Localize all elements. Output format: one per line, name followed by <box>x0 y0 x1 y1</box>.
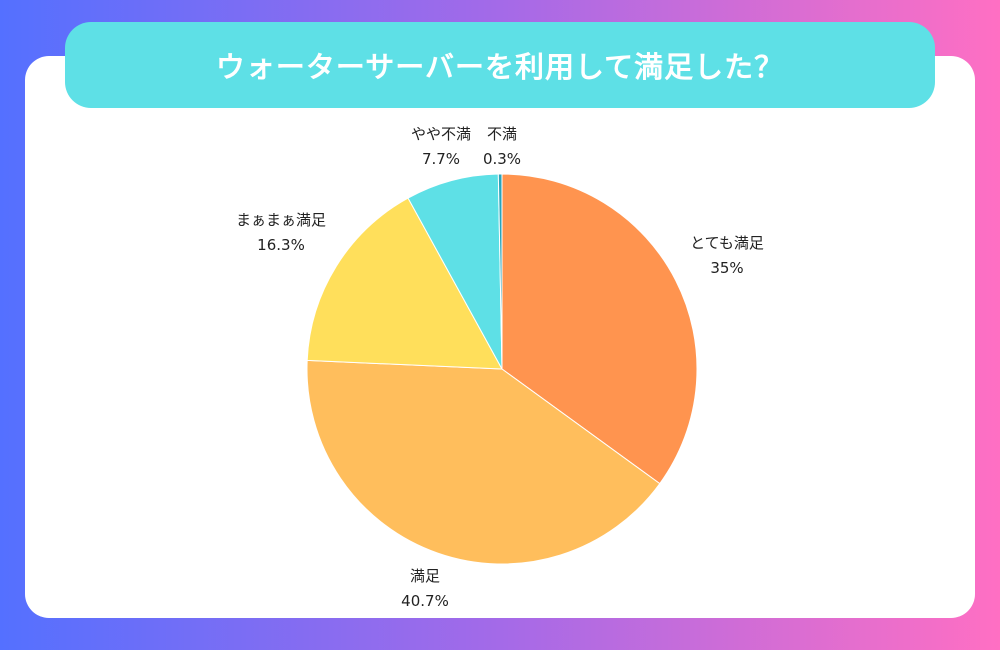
pie-slice-4 <box>497 173 503 370</box>
chart-title: ウォーターサーバーを利用して満足した？ <box>215 50 785 84</box>
slice-value-manzoku: 40.7% <box>401 592 449 610</box>
slice-label-yaya-fuman: やや不満 <box>411 125 471 143</box>
slice-label-totemo-manzoku: とても満足 <box>690 234 764 252</box>
pie-slice-0 <box>501 173 698 485</box>
slice-label-fuman: 不満 <box>487 125 517 143</box>
slice-label-manzoku: 満足 <box>410 567 440 585</box>
pie-slice-1 <box>306 359 661 565</box>
slice-value-totemo-manzoku: 35% <box>710 259 743 277</box>
slice-value-fuman: 0.3% <box>483 150 521 168</box>
pie-slice-2 <box>306 197 503 370</box>
slice-label-maamaa-manzoku: まぁまぁ満足 <box>236 211 326 229</box>
title-banner: ウォーターサーバーを利用して満足した？ <box>65 22 935 108</box>
slice-value-maamaa-manzoku: 16.3% <box>257 236 305 254</box>
slice-value-yaya-fuman: 7.7% <box>422 150 460 168</box>
pie-slice-3 <box>407 173 503 370</box>
